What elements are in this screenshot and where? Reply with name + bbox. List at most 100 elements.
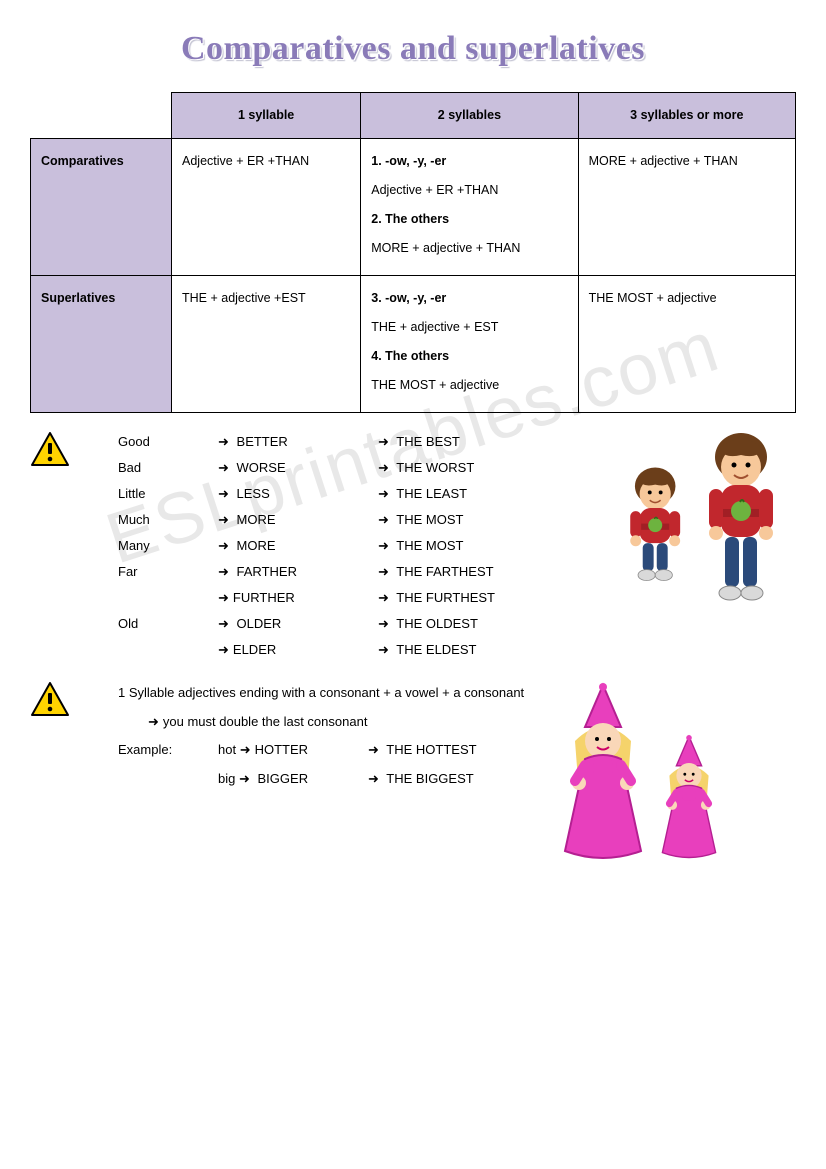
- list-item: Far FARTHER THE FARTHEST: [118, 559, 596, 585]
- irreg-base: Much: [118, 507, 218, 533]
- ex-base: big: [218, 771, 235, 786]
- arrow-icon: [378, 460, 393, 475]
- arrow-icon: [378, 512, 393, 527]
- irregular-list: Good BETTER THE BESTBad WORSE THE WORSTL…: [118, 429, 596, 663]
- arrow-icon: [218, 616, 233, 631]
- irreg-base: Many: [118, 533, 218, 559]
- list-item: Little LESS THE LEAST: [118, 481, 596, 507]
- cell: 1. -ow, -y, -er Adjective + ER +THAN 2. …: [361, 139, 578, 276]
- irreg-base: Far: [118, 559, 218, 585]
- list-item: Many MORE THE MOST: [118, 533, 596, 559]
- arrow-icon: [218, 564, 233, 579]
- arrow-icon: [378, 434, 393, 449]
- list-item: Much MORE THE MOST: [118, 507, 596, 533]
- arrow-icon: [218, 590, 233, 605]
- list-item: Bad WORSE THE WORST: [118, 455, 596, 481]
- irreg-base: Bad: [118, 455, 218, 481]
- arrow-icon: [218, 460, 233, 475]
- arrow-icon: [218, 486, 233, 501]
- irreg-sup: THE BEST: [378, 429, 578, 455]
- cell: 3. -ow, -y, -er THE + adjective + EST 4.…: [361, 276, 578, 413]
- irreg-sup: THE FURTHEST: [378, 585, 578, 611]
- arrow-icon: [218, 434, 233, 449]
- irreg-comp: MORE: [218, 533, 378, 559]
- ex-sup: THE BIGGEST: [386, 771, 473, 786]
- list-item: Old OLDER THE OLDEST: [118, 611, 596, 637]
- arrow-icon: [378, 538, 393, 553]
- irreg-sup: THE OLDEST: [378, 611, 578, 637]
- cell-line: 1. -ow, -y, -er: [371, 149, 567, 174]
- arrow-icon: [378, 486, 393, 501]
- ex-comp: BIGGER: [258, 771, 309, 786]
- arrow-icon: [378, 590, 393, 605]
- cell-line: 3. -ow, -y, -er: [371, 286, 567, 311]
- irreg-comp: WORSE: [218, 455, 378, 481]
- ex-comp: HOTTER: [255, 742, 308, 757]
- irreg-sup: THE WORST: [378, 455, 578, 481]
- arrow-icon: [240, 742, 255, 757]
- irreg-base: Old: [118, 611, 218, 637]
- arrow-icon: [148, 714, 163, 729]
- ex-sup: THE HOTTEST: [386, 742, 476, 757]
- cell-line: THE + adjective + EST: [371, 315, 567, 340]
- ex-base: hot: [218, 742, 236, 757]
- page-title: Comparatives and superlatives: [30, 30, 796, 68]
- warning-icon: [30, 681, 70, 717]
- irreg-comp: ELDER: [218, 637, 378, 663]
- cell-line: 2. The others: [371, 207, 567, 232]
- irreg-comp: LESS: [218, 481, 378, 507]
- arrow-icon: [378, 642, 393, 657]
- col-2-header: 2 syllables: [361, 93, 578, 139]
- cell: Adjective + ER +THAN: [172, 139, 361, 276]
- warning-icon: [30, 431, 70, 467]
- table-header-row: 1 syllable 2 syllables 3 syllables or mo…: [31, 93, 796, 139]
- irreg-comp: FARTHER: [218, 559, 378, 585]
- irreg-base: Good: [118, 429, 218, 455]
- irreg-base: Little: [118, 481, 218, 507]
- irreg-base: [118, 637, 218, 663]
- boys-illustration: [596, 429, 796, 642]
- arrow-icon: [218, 512, 233, 527]
- row-superlatives-label: Superlatives: [31, 276, 172, 413]
- col-1-header: 1 syllable: [172, 93, 361, 139]
- cell-line: THE MOST + adjective: [371, 373, 567, 398]
- irreg-comp: FURTHER: [218, 585, 378, 611]
- list-item: ELDER THE ELDEST: [118, 637, 596, 663]
- note-body: 1 Syllable adjectives ending with a cons…: [118, 679, 548, 793]
- note-section: 1 Syllable adjectives ending with a cons…: [30, 679, 796, 882]
- note-line2: you must double the last consonant: [163, 714, 368, 729]
- col-3-header: 3 syllables or more: [578, 93, 795, 139]
- arrow-icon: [218, 538, 233, 553]
- arrow-icon: [368, 771, 383, 786]
- irregular-section: Good BETTER THE BESTBad WORSE THE WORSTL…: [30, 429, 796, 663]
- arrow-icon: [218, 642, 233, 657]
- irreg-sup: THE LEAST: [378, 481, 578, 507]
- table-row: Comparatives Adjective + ER +THAN 1. -ow…: [31, 139, 796, 276]
- table-row: Superlatives THE + adjective +EST 3. -ow…: [31, 276, 796, 413]
- arrow-icon: [378, 616, 393, 631]
- row-comparatives-label: Comparatives: [31, 139, 172, 276]
- rules-table: 1 syllable 2 syllables 3 syllables or mo…: [30, 92, 796, 413]
- example-label: Example:: [118, 736, 218, 765]
- arrow-icon: [378, 564, 393, 579]
- irreg-sup: THE MOST: [378, 507, 578, 533]
- irreg-sup: THE FARTHEST: [378, 559, 578, 585]
- cell-line: MORE + adjective + THAN: [371, 236, 567, 261]
- irreg-base: [118, 585, 218, 611]
- irreg-sup: THE MOST: [378, 533, 578, 559]
- arrow-icon: [239, 771, 254, 786]
- list-item: FURTHER THE FURTHEST: [118, 585, 596, 611]
- cell: THE + adjective +EST: [172, 276, 361, 413]
- irreg-comp: BETTER: [218, 429, 378, 455]
- princesses-illustration: [548, 679, 748, 882]
- cell: THE MOST + adjective: [578, 276, 795, 413]
- cell: MORE + adjective + THAN: [578, 139, 795, 276]
- list-item: Good BETTER THE BEST: [118, 429, 596, 455]
- cell-line: 4. The others: [371, 344, 567, 369]
- table-corner: [31, 93, 172, 139]
- arrow-icon: [368, 742, 383, 757]
- note-line1: 1 Syllable adjectives ending with a cons…: [118, 679, 548, 708]
- irreg-sup: THE ELDEST: [378, 637, 578, 663]
- irreg-comp: OLDER: [218, 611, 378, 637]
- irreg-comp: MORE: [218, 507, 378, 533]
